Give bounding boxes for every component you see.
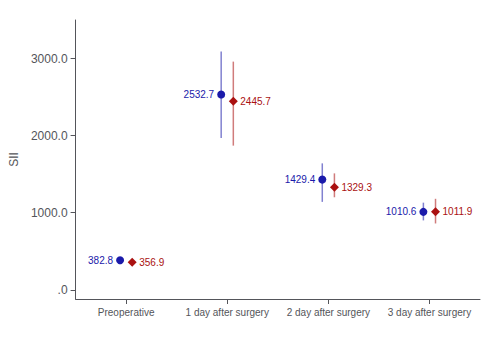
svg-text:Preoperative: Preoperative	[98, 307, 155, 318]
svg-text:1000.0: 1000.0	[31, 206, 68, 220]
svg-text:2445.7: 2445.7	[240, 96, 271, 107]
svg-text:SII: SII	[7, 152, 21, 167]
svg-text:.0: .0	[58, 283, 68, 297]
svg-text:1 day after surgery: 1 day after surgery	[186, 307, 269, 318]
svg-text:356.9: 356.9	[139, 257, 164, 268]
svg-text:1329.3: 1329.3	[341, 182, 372, 193]
svg-text:3 day after surgery: 3 day after surgery	[388, 307, 471, 318]
svg-text:2 day after surgery: 2 day after surgery	[287, 307, 370, 318]
svg-text:3000.0: 3000.0	[31, 52, 68, 66]
svg-text:382.8: 382.8	[88, 255, 113, 266]
svg-text:1429.4: 1429.4	[285, 174, 316, 185]
svg-text:2000.0: 2000.0	[31, 129, 68, 143]
svg-text:1010.6: 1010.6	[386, 206, 417, 217]
svg-text:2532.7: 2532.7	[184, 89, 215, 100]
svg-text:1011.9: 1011.9	[443, 206, 473, 217]
